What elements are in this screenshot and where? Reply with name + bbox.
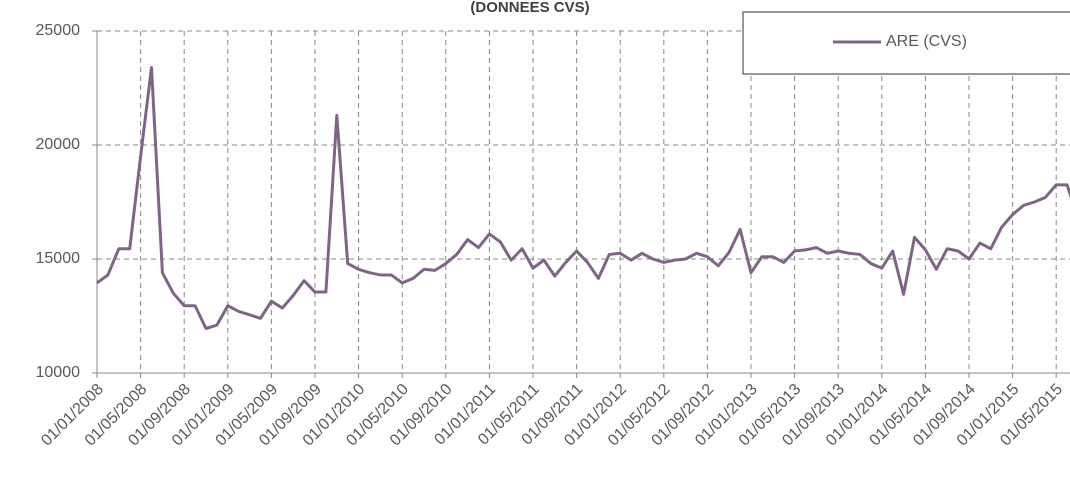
y-tick-label: 20000	[36, 136, 81, 153]
legend-label: ARE (CVS)	[886, 33, 967, 50]
chart-title: (DONNEES CVS)	[470, 0, 589, 16]
plot-area	[96, 65, 1070, 331]
data-line	[96, 65, 1070, 331]
y-tick-label: 25000	[36, 22, 81, 39]
legend-box	[742, 11, 1070, 75]
y-tick-label: 15000	[36, 250, 81, 267]
y-tick-label: 10000	[36, 364, 81, 381]
